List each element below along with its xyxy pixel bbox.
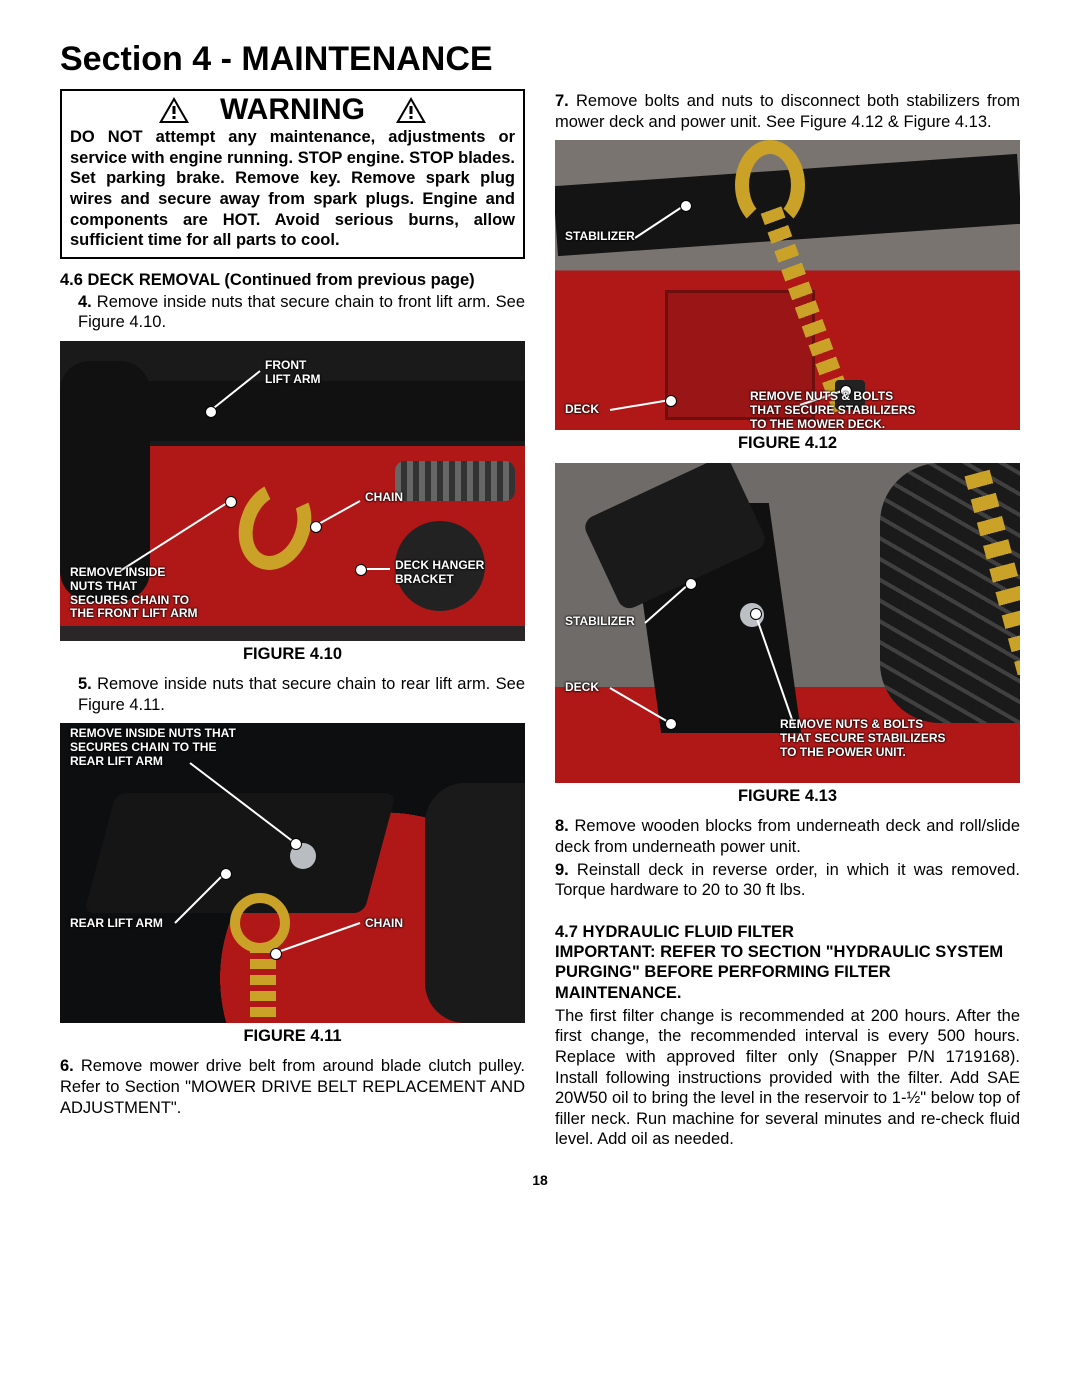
step-text: Reinstall deck in reverse order, in whic… [555, 861, 1020, 900]
step-number: 4. [78, 293, 92, 311]
page: Section 4 - MAINTENANCE WARNING [0, 0, 1080, 1218]
callout-stabilizer: STABILIZER [565, 230, 635, 244]
step-number: 6. [60, 1057, 74, 1075]
step-text: Remove wooden blocks from underneath dec… [555, 817, 1020, 856]
figure-4-11: REMOVE INSIDE NUTS THAT SECURES CHAIN TO… [60, 723, 525, 1023]
step-5: 5. Remove inside nuts that secure chain … [60, 674, 525, 715]
step-7: 7. Remove bolts and nuts to disconnect b… [555, 91, 1020, 132]
step-text: Remove bolts and nuts to disconnect both… [555, 92, 1020, 131]
step-number: 9. [555, 861, 569, 879]
callout-front-lift-arm: FRONT LIFT ARM [265, 359, 321, 387]
step-number: 8. [555, 817, 569, 835]
step-text: Remove inside nuts that secure chain to … [78, 293, 525, 332]
callout-chain: CHAIN [365, 491, 403, 505]
callout-remove-nuts-power: REMOVE NUTS & BOLTS THAT SECURE STABILIZ… [780, 718, 946, 759]
step-4: 4. Remove inside nuts that secure chain … [60, 292, 525, 333]
callout-stabilizer-2: STABILIZER [565, 615, 635, 629]
hydraulic-heading: 4.7 HYDRAULIC FLUID FILTER [555, 923, 1020, 942]
callout-deck-hanger: DECK HANGER BRACKET [395, 559, 484, 587]
deck-removal-heading: 4.6 DECK REMOVAL (Continued from previou… [60, 271, 525, 290]
callout-remove-nuts-rear: REMOVE INSIDE NUTS THAT SECURES CHAIN TO… [70, 727, 236, 768]
step-number: 7. [555, 92, 569, 110]
figure-4-10: FRONT LIFT ARM CHAIN DECK HANGER BRACKET… [60, 341, 525, 641]
warning-body: DO NOT attempt any maintenance, adjustme… [62, 127, 523, 257]
warning-box: WARNING DO NOT attempt any maintenance, … [60, 89, 525, 259]
hydraulic-body: The first filter change is recommended a… [555, 1006, 1020, 1150]
two-column-layout: WARNING DO NOT attempt any maintenance, … [60, 89, 1020, 1152]
step-8: 8. Remove wooden blocks from underneath … [555, 816, 1020, 857]
step-text: Remove mower drive belt from around blad… [60, 1057, 525, 1116]
left-column: WARNING DO NOT attempt any maintenance, … [60, 89, 525, 1152]
figure-4-11-caption: FIGURE 4.11 [60, 1027, 525, 1046]
callout-chain-rear: CHAIN [365, 917, 403, 931]
warning-triangle-icon [158, 96, 190, 124]
figure-4-12: STABILIZER DECK REMOVE NUTS & BOLTS THAT… [555, 140, 1020, 430]
figure-4-13: STABILIZER DECK REMOVE NUTS & BOLTS THAT… [555, 463, 1020, 783]
callout-remove-nuts-deck: REMOVE NUTS & BOLTS THAT SECURE STABILIZ… [750, 390, 916, 430]
callout-deck: DECK [565, 403, 599, 417]
step-text: Remove inside nuts that secure chain to … [78, 675, 525, 714]
figure-4-12-caption: FIGURE 4.12 [555, 434, 1020, 453]
step-9: 9. Reinstall deck in reverse order, in w… [555, 860, 1020, 901]
warning-header: WARNING [62, 91, 523, 127]
hydraulic-important: IMPORTANT: REFER TO SECTION "HYDRAULIC S… [555, 942, 1020, 1004]
right-column: 7. Remove bolts and nuts to disconnect b… [555, 89, 1020, 1152]
step-6: 6. Remove mower drive belt from around b… [60, 1056, 525, 1118]
callout-remove-nuts: REMOVE INSIDE NUTS THAT SECURES CHAIN TO… [70, 566, 198, 621]
callout-rear-lift-arm: REAR LIFT ARM [70, 917, 163, 931]
section-title: Section 4 - MAINTENANCE [60, 40, 1020, 79]
warning-title: WARNING [220, 93, 365, 127]
figure-4-13-caption: FIGURE 4.13 [555, 787, 1020, 806]
step-number: 5. [78, 675, 92, 693]
callout-deck-2: DECK [565, 681, 599, 695]
figure-4-10-caption: FIGURE 4.10 [60, 645, 525, 664]
page-number: 18 [60, 1172, 1020, 1188]
warning-triangle-icon [395, 96, 427, 124]
